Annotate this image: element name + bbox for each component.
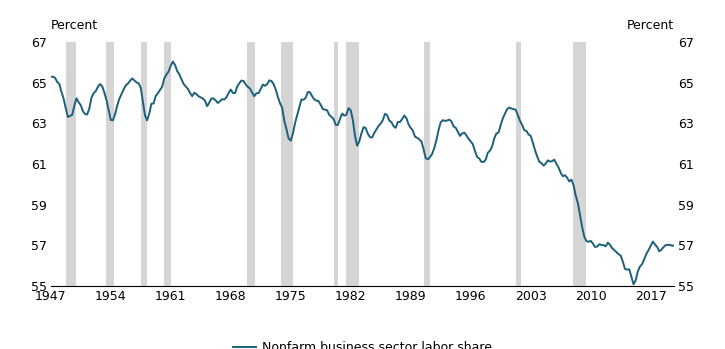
Bar (424, 42, 430, 286)
Bar (106, 42, 114, 286)
Text: Percent: Percent (627, 19, 674, 32)
Legend: Nonfarm business sector labor share: Nonfarm business sector labor share (228, 336, 497, 349)
Bar (573, 42, 587, 286)
Text: Percent: Percent (51, 19, 98, 32)
Bar (515, 42, 521, 286)
Bar (281, 42, 293, 286)
Bar (66, 42, 75, 286)
Bar (165, 42, 171, 286)
Bar (334, 42, 338, 286)
Bar (347, 42, 359, 286)
Bar (141, 42, 147, 286)
Bar (247, 42, 255, 286)
